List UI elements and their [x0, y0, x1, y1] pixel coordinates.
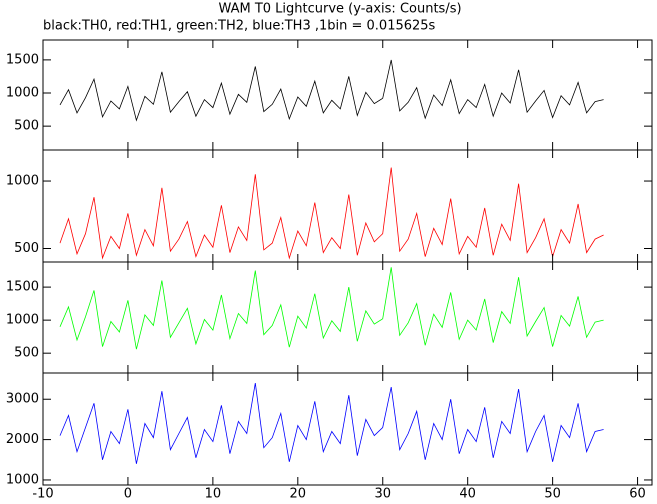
x-tick-label: 20: [290, 487, 307, 502]
x-tick-label: -10: [32, 487, 53, 502]
chart-subtitle: black:TH0, red:TH1, green:TH2, blue:TH3 …: [43, 19, 436, 34]
panel-frame: [42, 39, 653, 151]
y-tick-label: 3000: [6, 392, 39, 407]
y-tick-label: 1000: [6, 174, 39, 189]
y-tick-label: 2000: [6, 432, 39, 447]
light-curve: [59, 383, 604, 464]
light-curve: [59, 59, 604, 122]
y-tick-label: 1500: [6, 52, 39, 67]
y-tick-label: 1000: [6, 86, 39, 101]
x-tick-label: 40: [459, 487, 476, 502]
y-tick-label: 1000: [6, 313, 39, 328]
y-tick-label: 500: [14, 119, 39, 134]
panel-frame: [42, 372, 653, 486]
x-tick-label: 60: [629, 487, 646, 502]
x-tick-label: 0: [124, 487, 132, 502]
x-tick-label: 50: [544, 487, 561, 502]
x-tick-label: 30: [374, 487, 391, 502]
y-tick-label: 1000: [6, 472, 39, 487]
y-tick-label: 1500: [6, 280, 39, 295]
x-tick-label: 10: [205, 487, 222, 502]
y-tick-label: 500: [14, 346, 39, 361]
light-curve: [59, 167, 604, 260]
light-curve: [59, 267, 604, 350]
chart-title: WAM T0 Lightcurve (y-axis: Counts/s): [218, 2, 461, 17]
y-tick-label: 500: [14, 241, 39, 256]
